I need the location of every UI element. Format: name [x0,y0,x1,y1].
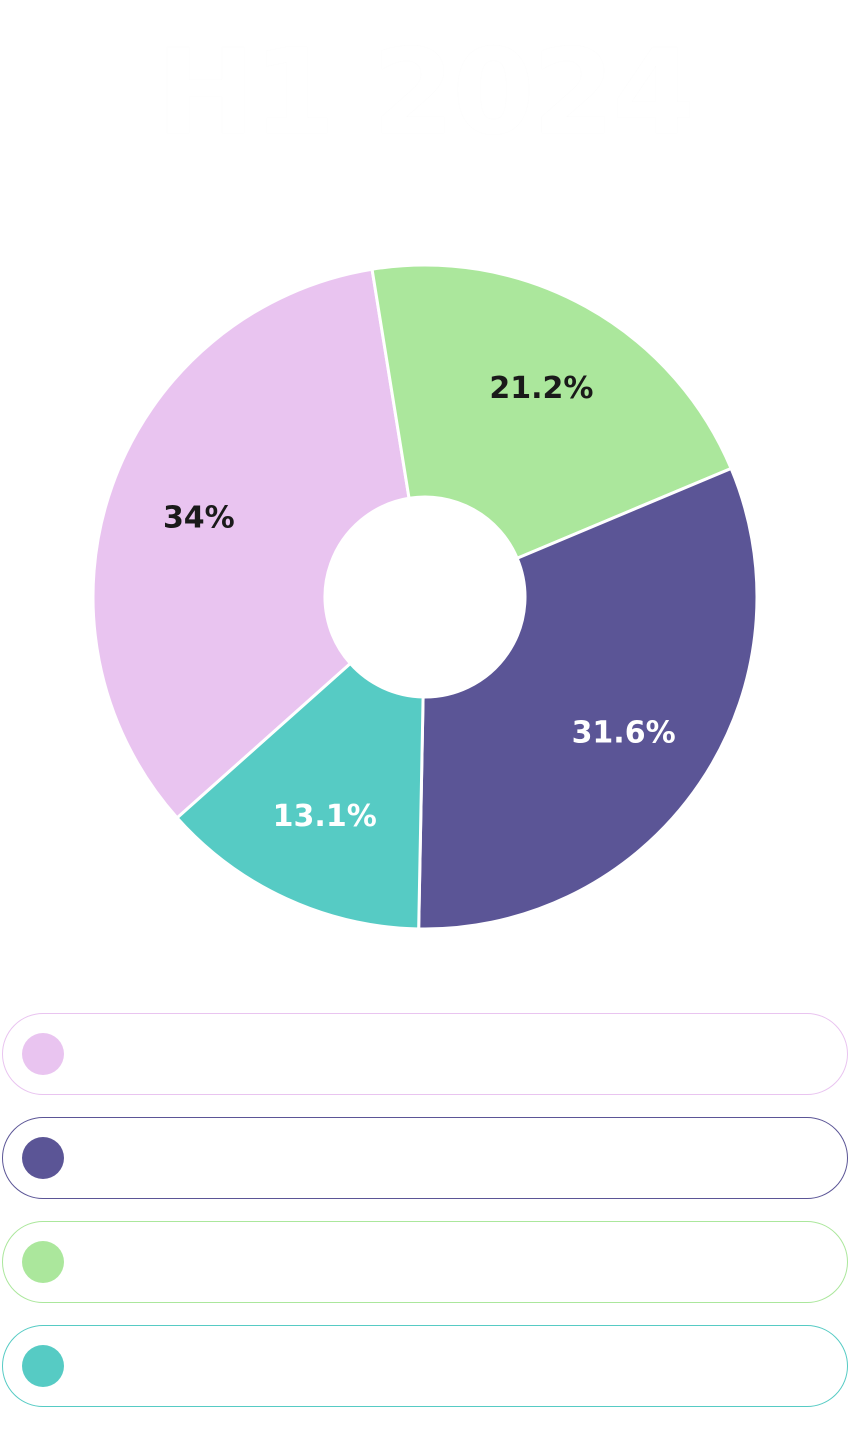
legend-item-rest-of-world: Rest of World – 31.6% [2,1117,848,1199]
slice-label-asia: 13.1% [273,799,377,834]
legend-item-asia: Asia – 13.1% [2,1325,848,1407]
legend-label: Asia – 13.1% [88,1348,314,1386]
donut-chart: 34% 21.2% 31.6% 13.1% [91,263,759,931]
legend-label: Americas – 21.2% [88,1244,404,1282]
slice-label-rest-of-world: 31.6% [572,716,676,751]
slice-label-americas: 21.2% [489,371,593,406]
slice-labels: 34% 21.2% 31.6% 13.1% [163,371,676,834]
legend-label: Europe – 34% [88,1036,330,1074]
legend-swatch [22,1137,64,1179]
legend-label: Rest of World – 31.6% [88,1140,482,1178]
slice-americas [370,263,734,561]
legend: Europe – 34% Rest of World – 31.6% America… [2,1013,848,1429]
legend-swatch [22,1241,64,1283]
legend-swatch [22,1345,64,1387]
legend-item-europe: Europe – 34% [2,1013,848,1095]
donut-slices [91,263,759,931]
legend-swatch [22,1033,64,1075]
chart-title: H1 2024 [156,23,694,161]
slice-asia [174,661,425,931]
slice-rest-of-world [417,466,759,931]
slice-label-europe: 34% [163,501,235,536]
legend-item-americas: Americas – 21.2% [2,1221,848,1303]
